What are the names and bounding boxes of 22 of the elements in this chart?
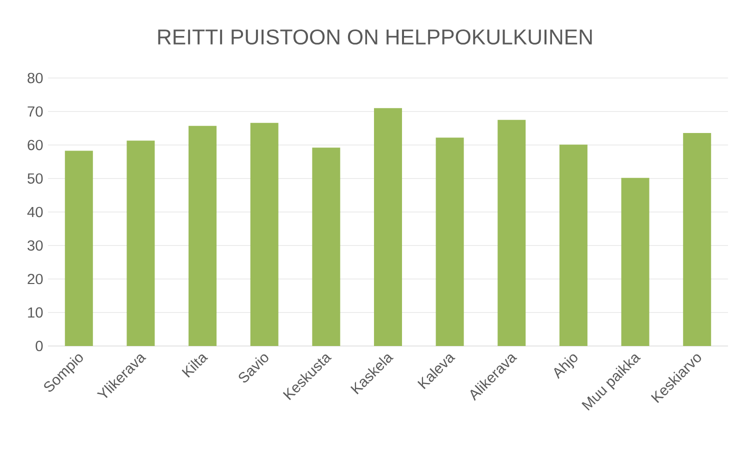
bar [374, 108, 402, 346]
y-tick-label: 20 [28, 274, 43, 284]
bar [436, 138, 464, 346]
y-tick-label: 40 [27, 206, 43, 218]
y-tick-label: 10 [28, 307, 43, 318]
bar [64, 150, 93, 346]
bar [621, 178, 650, 346]
y-tick-label: 80 [28, 72, 43, 84]
y-tick-label: 50 [28, 173, 43, 184]
bar [126, 140, 155, 346]
x-tick-label: Kilta [182, 354, 208, 378]
bar [498, 120, 526, 346]
bar [250, 122, 278, 346]
bar [683, 132, 712, 346]
chart-title: REITTI PUISTOON ON HELPPOKULKUINEN [158, 29, 592, 45]
bar [559, 144, 588, 346]
y-tick-label: 0 [36, 340, 43, 352]
y-tick-label: 30 [28, 240, 43, 251]
y-tick-label: 60 [28, 140, 43, 150]
bar [188, 126, 217, 346]
y-tick-label: 70 [28, 106, 43, 117]
bar [312, 148, 340, 346]
